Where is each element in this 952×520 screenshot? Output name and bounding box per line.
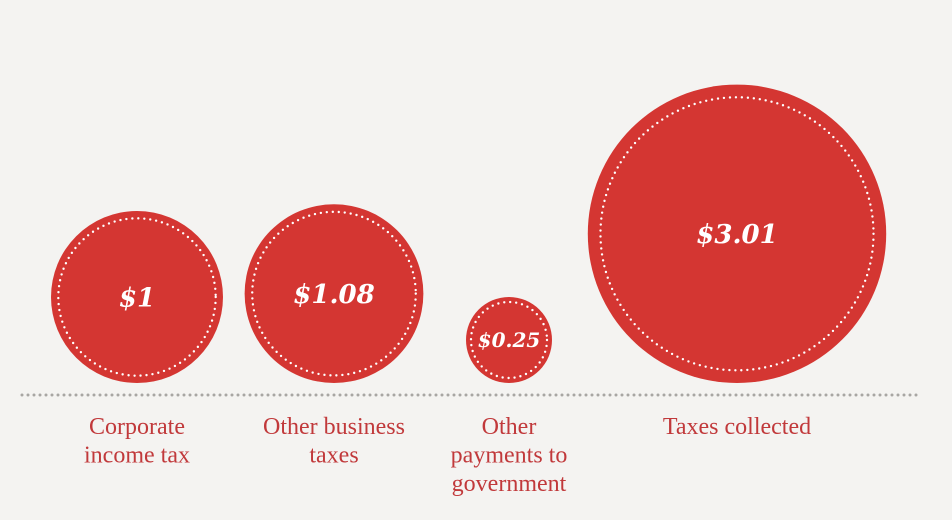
category-label: Corporate income tax <box>84 414 190 469</box>
category-label: Other business taxes <box>263 414 405 469</box>
bubble-value-label: $1 <box>119 283 155 313</box>
category-label-line: Other business <box>263 414 405 440</box>
category-label: Other payments to government <box>451 414 568 497</box>
bubble-dotted-ring <box>599 96 875 372</box>
bubble-0: $1 <box>51 211 223 383</box>
bubble-1: $1.08 <box>244 204 424 383</box>
bubble-dotted-ring <box>251 210 417 377</box>
category-label: Taxes collected <box>663 414 811 440</box>
bubbles-group: $1 $1.08 $0.25 $3.01 <box>51 84 887 383</box>
category-label-line: income tax <box>84 443 190 469</box>
bubble-circle <box>587 84 887 383</box>
bubble-value-label: $3.01 <box>696 220 777 250</box>
bubble-value-label: $0.25 <box>478 328 541 352</box>
category-label-line: Taxes collected <box>663 414 811 440</box>
bubble-value-label: $1.08 <box>293 280 374 310</box>
bubble-3: $3.01 <box>587 84 887 383</box>
category-label-line: Other <box>482 414 537 440</box>
bubble-circle <box>244 204 424 383</box>
category-label-line: taxes <box>309 443 358 469</box>
category-label-line: payments to <box>451 443 568 469</box>
category-label-line: Corporate <box>89 414 185 440</box>
bubble-dotted-ring <box>469 300 549 380</box>
bubble-circle <box>466 297 552 383</box>
category-label-line: government <box>452 471 567 497</box>
bubble-circle <box>51 211 223 383</box>
bubble-2: $0.25 <box>466 297 552 383</box>
bubble-dotted-ring <box>57 217 217 377</box>
